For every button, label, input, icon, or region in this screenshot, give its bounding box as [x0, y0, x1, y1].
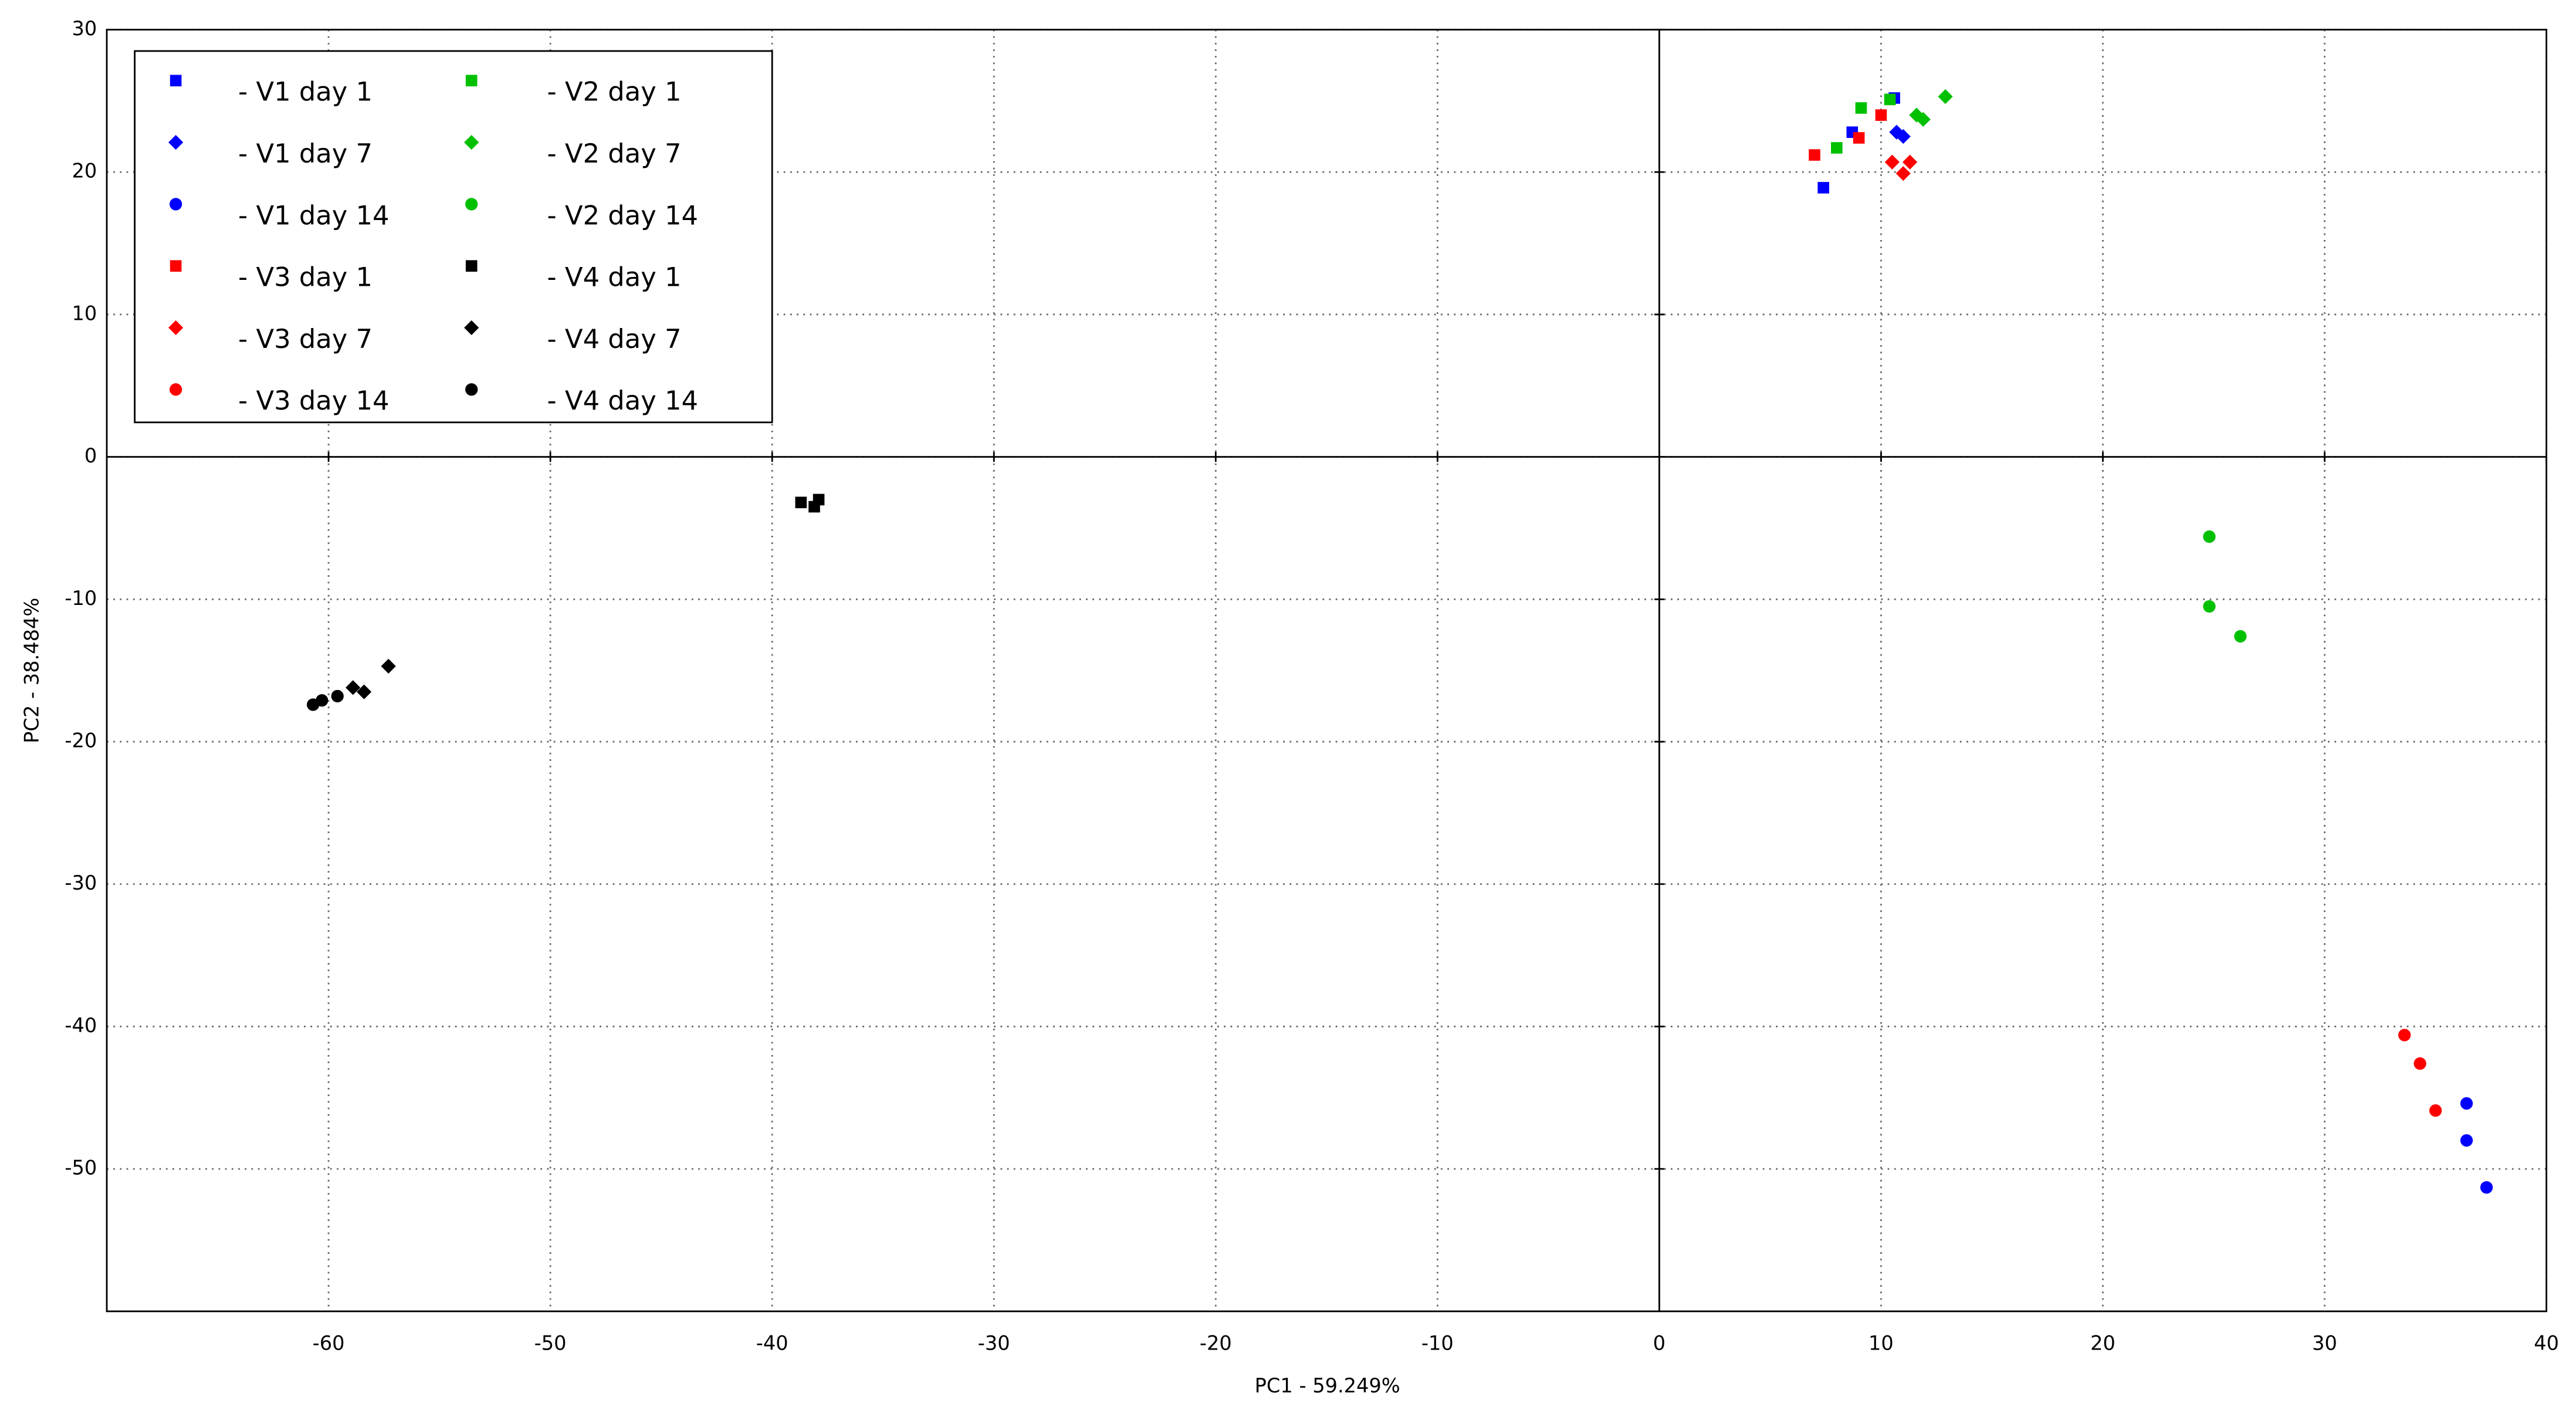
y-tick-label: 0	[84, 444, 97, 467]
point	[2480, 1181, 2493, 1194]
legend-label: - V1 day 14	[238, 200, 389, 231]
point	[2203, 530, 2216, 543]
point	[1895, 166, 1911, 181]
x-tick-label: 0	[1653, 1331, 1666, 1354]
point	[1853, 132, 1865, 144]
legend-marker	[169, 198, 182, 211]
legend-marker	[464, 135, 479, 150]
point	[2234, 630, 2247, 643]
point	[316, 694, 329, 707]
y-tick-label: -10	[65, 587, 97, 610]
point	[2460, 1134, 2473, 1147]
y-tick-label: -40	[65, 1014, 97, 1037]
point	[1809, 149, 1820, 161]
y-tick-label: -50	[65, 1157, 97, 1179]
x-tick-label: 20	[2090, 1331, 2115, 1354]
legend-marker	[465, 260, 478, 272]
point	[1817, 182, 1829, 194]
legend-label: - V3 day 7	[238, 323, 373, 354]
legend-marker	[464, 320, 479, 336]
point	[2203, 600, 2216, 613]
y-tick-label: 10	[72, 302, 97, 324]
point	[813, 493, 825, 506]
legend-label: - V1 day 1	[238, 76, 373, 107]
legend-marker	[168, 135, 184, 150]
legend-marker	[170, 75, 182, 87]
point	[1855, 102, 1867, 114]
legend-marker	[170, 260, 182, 272]
legend-marker	[169, 383, 182, 396]
legend-marker	[465, 383, 478, 396]
x-tick-label: -10	[1421, 1331, 1454, 1354]
legend-label: - V4 day 14	[547, 385, 698, 416]
y-tick-label: 30	[72, 17, 97, 40]
x-tick-label: 40	[2534, 1331, 2559, 1354]
legend-marker	[465, 75, 478, 87]
x-tick-label: -50	[534, 1331, 567, 1354]
legend-label: - V3 day 1	[238, 262, 373, 293]
legend-label: - V4 day 7	[547, 323, 682, 354]
point	[2429, 1104, 2442, 1117]
legend-label: - V2 day 14	[547, 200, 698, 231]
point	[2460, 1097, 2473, 1110]
legend-label: - V1 day 7	[238, 138, 373, 169]
point	[2398, 1029, 2411, 1042]
legend-label: - V4 day 1	[547, 262, 682, 293]
legend-marker	[168, 320, 184, 336]
point	[356, 684, 372, 699]
x-tick-label: -60	[313, 1331, 345, 1354]
point	[331, 689, 344, 703]
point	[1884, 93, 1896, 106]
y-tick-label: -30	[65, 871, 97, 894]
legend-box	[134, 50, 773, 424]
x-tick-label: -20	[1200, 1331, 1232, 1354]
y-tick-label: 20	[72, 160, 97, 182]
x-tick-label: 30	[2312, 1331, 2337, 1354]
point	[1875, 109, 1887, 121]
x-tick-label: -40	[756, 1331, 788, 1354]
point	[1895, 129, 1911, 144]
x-tick-label: -30	[978, 1331, 1010, 1354]
legend-label: - V2 day 1	[547, 76, 682, 107]
point	[795, 496, 807, 509]
x-axis-label: PC1 - 59.249%	[1255, 1374, 1400, 1397]
legend-label: - V3 day 14	[238, 385, 389, 416]
point	[1831, 142, 1843, 154]
y-tick-label: -20	[65, 729, 97, 752]
point	[1938, 89, 1953, 104]
point	[1915, 111, 1931, 127]
x-tick-label: 10	[1868, 1331, 1894, 1354]
plot-frame	[106, 29, 2547, 1313]
legend-label: - V2 day 7	[547, 138, 682, 169]
point	[346, 680, 361, 695]
point	[2413, 1057, 2426, 1070]
y-axis-label: PC2 - 38.484%	[21, 598, 43, 743]
legend-marker	[465, 198, 478, 211]
